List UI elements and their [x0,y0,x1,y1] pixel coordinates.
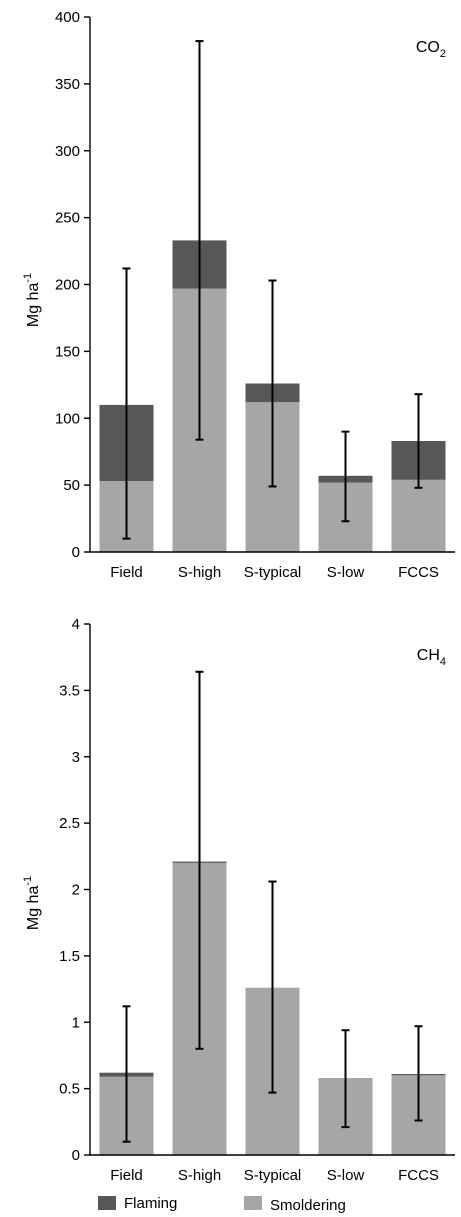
co2-x-tick-label: S-high [178,564,221,581]
co2-x-tick-label: FCCS [398,564,439,581]
co2-y-tick-label: 150 [55,343,80,360]
ch4-error-bar-s-high [195,670,204,1050]
ch4-x-tick-label: S-typical [244,1167,302,1184]
co2-error-bar-s-high [195,40,204,441]
co2-y-tick-label: 250 [55,210,80,227]
legend-swatch-flaming [98,1196,116,1210]
legend-swatch-smoldering [244,1196,262,1210]
ch4-y-tick-label: 2.5 [59,815,80,832]
legend: Flaming Smoldering [98,1195,346,1214]
ch4-y-tick-label: 0.5 [59,1081,80,1098]
ch4-error-bar-fccs [414,1025,423,1122]
co2-error-bar-s-typical [268,279,277,488]
ch4-y-tick-label: 2 [72,882,80,899]
ch4-y-axis-label: Mg ha-1 [22,876,42,930]
ch4-y-tick-label: 1.5 [59,948,80,965]
ch4-error-bar-s-low [341,1029,350,1129]
ch4-error-bar-field [122,1005,131,1143]
co2-error-bar-field [122,267,131,540]
ch4-panel-label: CH4 [417,647,446,668]
legend-label-smoldering: Smoldering [270,1197,346,1214]
co2-y-tick-label: 0 [72,544,80,561]
co2-error-bar-s-low [341,430,350,523]
co2-y-tick-label: 400 [55,9,80,26]
ch4-y-tick-label: 3.5 [59,682,80,699]
co2-x-tick-label: S-typical [244,564,302,581]
co2-x-tick-label: Field [110,564,143,581]
ch4-panel: Field S-high S-typical S-low FCCS 0 0.5 1 1.5 2 2.… [22,616,455,1184]
co2-bar-smoldering-fccs [391,479,446,552]
ch4-x-tick-label: Field [110,1167,143,1184]
co2-y-tick-label: 350 [55,76,80,93]
co2-y-tick-label: 50 [63,477,80,494]
ch4-x-tick-label: S-high [178,1167,221,1184]
ch4-x-tick-label: FCCS [398,1167,439,1184]
co2-y-tick-label: 200 [55,277,80,294]
ch4-y-tick-label: 4 [72,616,80,633]
co2-y-tick-label: 100 [55,410,80,427]
co2-x-tick-label: S-low [327,564,365,581]
ch4-y-tick-label: 3 [72,749,80,766]
legend-label-flaming: Flaming [124,1195,177,1212]
ch4-y-tick-label: 1 [72,1014,80,1031]
ch4-x-tick-label: S-low [327,1167,365,1184]
ch4-error-bar-s-typical [268,880,277,1094]
co2-y-axis-label: Mg ha-1 [22,273,42,327]
co2-panel: Field S-high S-typical S-low FCCS 0 50 100 150 20… [22,9,455,581]
co2-panel-label: CO2 [416,39,446,60]
ch4-y-tick-label: 0 [72,1147,80,1164]
co2-y-tick-label: 300 [55,143,80,160]
co2-error-bar-fccs [414,393,423,489]
